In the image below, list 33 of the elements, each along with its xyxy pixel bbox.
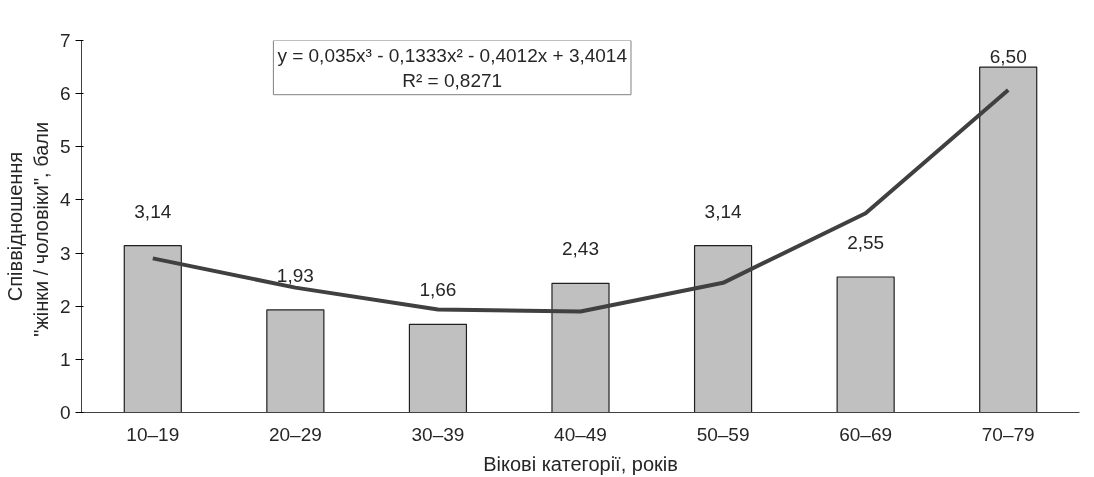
y-tick-label: 5 [59, 136, 71, 158]
bar [693, 245, 753, 413]
data-label: 6,50 [989, 46, 1027, 68]
bar [408, 323, 468, 413]
y-axis-title: Співвідношення "жінки / чоловіки", бали [3, 121, 52, 337]
x-tick-label: 50–59 [696, 423, 750, 445]
data-label: 1,66 [419, 279, 457, 301]
y-tick-label: 4 [59, 189, 71, 211]
bar [836, 276, 895, 413]
data-label: 2,55 [847, 231, 885, 253]
y-tick-label: 1 [59, 348, 71, 370]
bar [979, 66, 1038, 413]
x-tick-label: 70–79 [981, 423, 1035, 445]
bar [266, 309, 325, 413]
y-tick-label: 3 [59, 242, 71, 264]
y-tick-label: 7 [59, 30, 71, 51]
bar [551, 282, 610, 413]
x-tick-label: 20–29 [268, 423, 322, 445]
x-tick-label: 10–19 [126, 423, 180, 445]
annotation: R² = 0,8271 [402, 69, 503, 91]
x-tick-label: 60–69 [839, 423, 893, 445]
data-label: 3,14 [134, 200, 172, 222]
x-tick-label: 40–49 [554, 423, 607, 445]
x-tick-label: 30–39 [411, 423, 465, 445]
y-tick-label: 2 [59, 295, 71, 317]
y-tick-label: 6 [59, 83, 71, 105]
x-axis-title: Вікові категорії, років [483, 452, 678, 475]
bar [123, 245, 182, 413]
data-label: 3,14 [704, 200, 742, 222]
y-tick-label: 0 [59, 402, 71, 423]
annotation: y = 0,035x³ - 0,1333x² - 0,4012x + 3,4014 [277, 44, 628, 66]
data-label: 2,43 [562, 238, 599, 260]
data-label: 1,93 [276, 264, 314, 286]
